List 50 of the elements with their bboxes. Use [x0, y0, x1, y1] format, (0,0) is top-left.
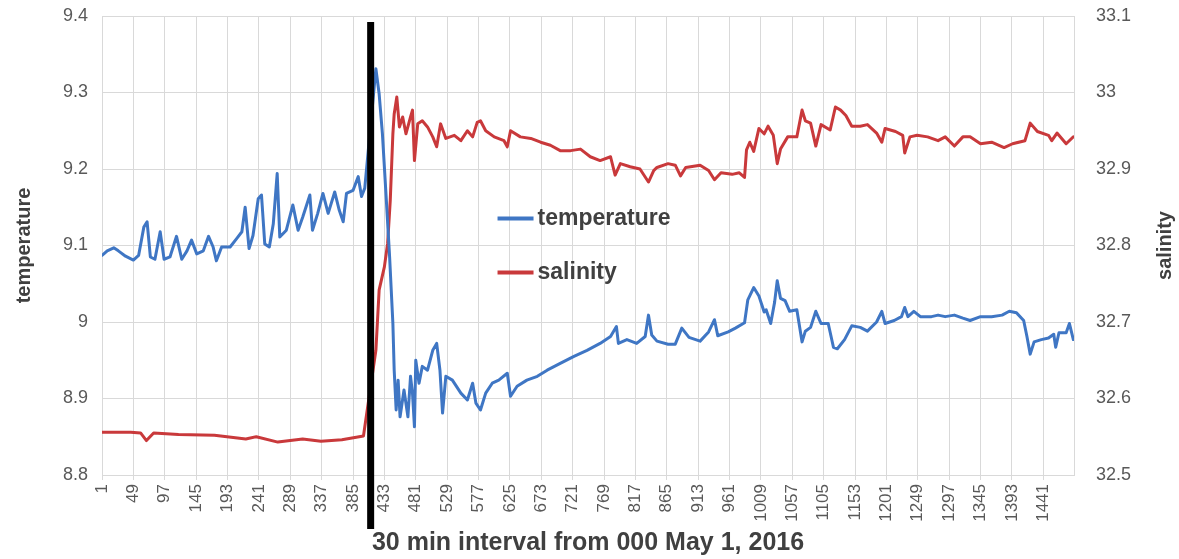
x-tick-label: 433: [374, 484, 394, 513]
x-tick-label: 865: [656, 484, 676, 513]
x-tick-label: 1057: [781, 484, 801, 522]
x-tick-label: 1297: [938, 484, 958, 522]
x-tick-label: 1345: [970, 484, 990, 522]
x-tick-label: 1201: [876, 484, 896, 522]
x-tick-label: 961: [719, 484, 739, 513]
x-tick-label: 1441: [1032, 484, 1052, 522]
x-axis-title: 30 min interval from 000 May 1, 2016: [371, 526, 805, 555]
y-tick-label: 8.8: [62, 463, 88, 484]
y2-tick-label: 32.7: [1096, 310, 1132, 331]
x-tick-label: 529: [436, 484, 456, 513]
x-tick-label: 97: [154, 484, 174, 503]
x-tick-label: 1105: [813, 484, 833, 521]
x-tick-label: 385: [342, 484, 362, 513]
x-tick-label: 1153: [844, 484, 864, 521]
x-tick-label: 673: [530, 484, 550, 513]
x-tick-label: 577: [468, 484, 488, 513]
y-tick-label: 9.3: [62, 81, 88, 102]
y-tick-label: 9: [77, 310, 88, 331]
legend-label: salinity: [537, 257, 617, 284]
y2-axis-title: salinity: [1152, 210, 1175, 280]
x-tick-label: 145: [185, 484, 205, 513]
x-tick-label: 1009: [750, 484, 770, 522]
x-tick-label: 193: [217, 484, 237, 513]
y2-tick-label: 32.9: [1096, 157, 1132, 178]
x-tick-label: 289: [279, 484, 299, 513]
x-tick-label: 1249: [907, 484, 927, 522]
y-tick-label: 9.2: [62, 157, 88, 178]
y-tick-label: 9.4: [62, 4, 88, 25]
y2-tick-label: 33.1: [1096, 4, 1132, 25]
y2-tick-label: 32.6: [1096, 387, 1132, 408]
x-tick-label: 1393: [1001, 484, 1021, 522]
x-tick-label: 625: [499, 484, 519, 513]
x-tick-label: 769: [593, 484, 613, 513]
y2-tick-label: 33: [1096, 81, 1117, 102]
y-tick-label: 8.9: [62, 387, 88, 408]
x-tick-label: 241: [248, 484, 268, 513]
x-tick-label: 337: [311, 484, 331, 513]
y2-tick-label: 32.5: [1096, 463, 1132, 484]
x-tick-label: 49: [123, 484, 143, 503]
y2-tick-label: 32.8: [1096, 234, 1132, 255]
x-tick-label: 1: [91, 484, 111, 494]
y-tick-label: 9.1: [62, 234, 88, 255]
x-tick-label: 913: [687, 484, 707, 513]
x-tick-label: 817: [625, 484, 645, 513]
y-axis-title: temperature: [11, 187, 34, 304]
x-tick-label: 481: [405, 484, 425, 513]
legend-label: temperature: [537, 203, 671, 230]
x-tick-label: 721: [562, 484, 582, 513]
